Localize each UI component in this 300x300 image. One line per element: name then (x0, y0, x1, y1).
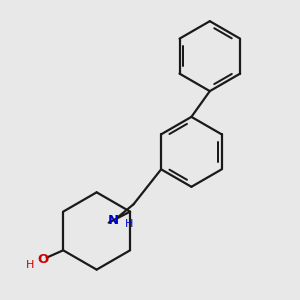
Text: H: H (26, 260, 34, 270)
Text: N: N (108, 214, 119, 227)
Text: O: O (37, 253, 49, 266)
Text: H: H (125, 219, 134, 229)
